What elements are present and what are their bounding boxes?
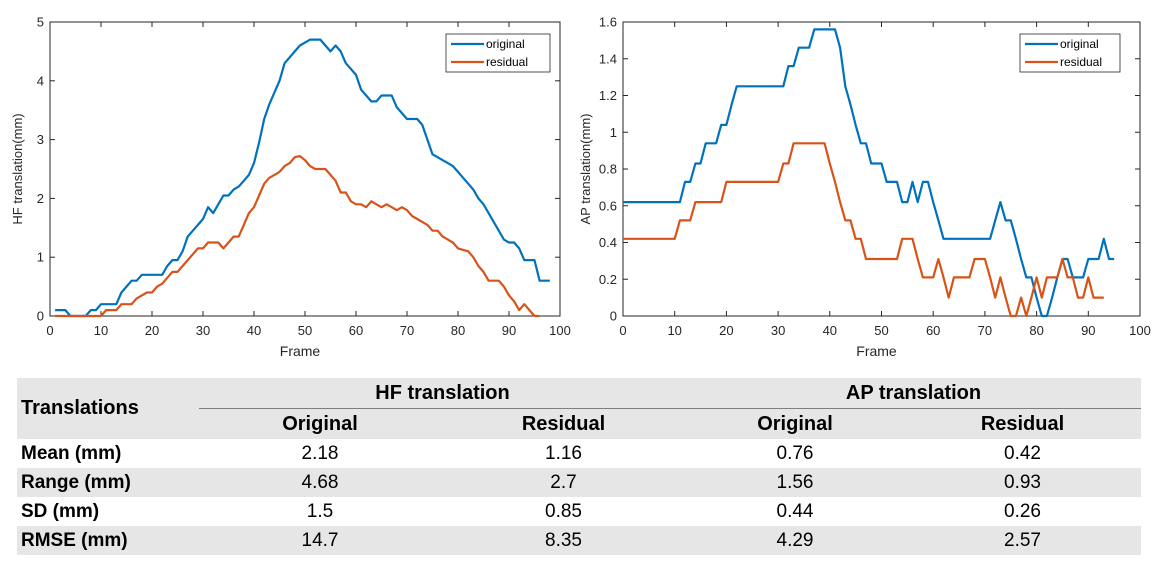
table-row: SD (mm) 1.5 0.85 0.44 0.26 [17, 497, 1141, 526]
group-header-ap: AP translation [686, 378, 1141, 409]
table-cell: 0.26 [1004, 500, 1041, 522]
y-tick-label: 0.4 [599, 235, 617, 250]
y-tick-label: 0.6 [599, 198, 617, 213]
col-header-ap-original: Original [686, 408, 904, 439]
table-row: RMSE (mm) 14.7 8.35 4.29 2.57 [17, 526, 1141, 555]
table-cell: 0.44 [776, 500, 814, 522]
table-cell: 2.7 [441, 468, 686, 497]
x-tick-label: 60 [349, 323, 363, 338]
table-cell: 0.42 [1004, 442, 1041, 464]
col-header-hf-original: Original [199, 408, 441, 439]
legend-box [1019, 33, 1121, 73]
series-line-residual [55, 155, 540, 318]
series-line-original [623, 28, 1115, 318]
x-tick-label: 10 [667, 323, 681, 338]
y-tick-label: 0.8 [599, 162, 617, 177]
y-tick-label: 1.6 [599, 15, 617, 30]
y-axis-label: HF translation(mm) [10, 113, 25, 224]
table-cell: 0.76 [776, 442, 814, 464]
x-tick-label: 60 [926, 323, 940, 338]
table-cell: 1.16 [545, 442, 582, 464]
col-header-ap-residual: Residual [904, 408, 1141, 439]
legend-label-residual: residual [486, 55, 528, 69]
y-tick-label: 2 [37, 191, 44, 206]
x-tick-label: 40 [247, 323, 261, 338]
y-tick-label: 1 [37, 250, 44, 265]
row-label-mean: Mean (mm) [21, 442, 122, 464]
x-tick-label: 50 [874, 323, 888, 338]
y-tick-label: 5 [37, 15, 44, 30]
x-tick-label: 70 [978, 323, 992, 338]
table-cell: 14.7 [199, 526, 441, 555]
table-cell: 0.93 [904, 468, 1141, 497]
table-cell: 0.85 [545, 500, 582, 522]
col-header-hf-residual: Residual [441, 408, 686, 439]
x-tick-label: 0 [619, 323, 626, 338]
table-corner-label: Translations [17, 378, 199, 439]
x-tick-label: 20 [145, 323, 159, 338]
y-tick-label: 0.2 [599, 272, 617, 287]
x-tick-label: 100 [1129, 323, 1151, 338]
x-tick-label: 40 [823, 323, 837, 338]
row-label-rmse: RMSE (mm) [17, 526, 199, 555]
x-tick-label: 80 [451, 323, 465, 338]
x-tick-label: 0 [46, 323, 53, 338]
table-cell: 2.18 [301, 442, 339, 464]
table-row: Mean (mm) 2.18 1.16 0.76 0.42 [17, 439, 1141, 468]
x-tick-label: 80 [1029, 323, 1043, 338]
y-tick-label: 3 [37, 132, 44, 147]
y-tick-label: 1.4 [599, 51, 617, 66]
y-tick-label: 0 [610, 309, 617, 324]
y-tick-label: 1.2 [599, 88, 617, 103]
y-tick-label: 0 [37, 309, 44, 324]
x-axis-label: Frame [280, 343, 321, 359]
x-tick-label: 70 [400, 323, 414, 338]
x-tick-label: 90 [502, 323, 516, 338]
series-line-residual [623, 142, 1104, 318]
table-cell: 1.56 [686, 468, 904, 497]
group-header-hf: HF translation [199, 378, 686, 409]
x-tick-label: 50 [298, 323, 312, 338]
ap-translation-chart: 0 10 20 30 40 50 60 70 80 90 100 0 0.2 0.4 0.6 0.8 1 1.2 1… [578, 15, 1151, 360]
y-axis-label: AP translation(mm) [578, 113, 593, 224]
legend-label-original: original [1060, 37, 1099, 51]
row-label-range: Range (mm) [17, 468, 199, 497]
y-tick-label: 1 [610, 125, 617, 140]
table-row: Range (mm) 4.68 2.7 1.56 0.93 [17, 468, 1141, 497]
legend-label-original: original [486, 37, 525, 51]
y-tick-label: 4 [37, 73, 44, 88]
row-label-sd: SD (mm) [21, 500, 100, 522]
x-tick-label: 20 [719, 323, 733, 338]
legend-box [445, 33, 551, 73]
legend-label-residual: residual [1060, 55, 1102, 69]
x-tick-label: 100 [549, 323, 571, 338]
x-tick-label: 10 [94, 323, 108, 338]
series-line-original [55, 38, 550, 318]
x-tick-label: 90 [1081, 323, 1095, 338]
table-cell: 4.29 [686, 526, 904, 555]
table-cell: 4.68 [199, 468, 441, 497]
x-tick-label: 30 [771, 323, 785, 338]
x-axis-label: Frame [856, 343, 897, 359]
x-tick-label: 30 [196, 323, 210, 338]
table-cell: 8.35 [441, 526, 686, 555]
hf-translation-chart: 0 10 20 30 40 50 60 70 80 90 100 0 1 2 3 4 5 Frame HF tran… [10, 15, 571, 360]
table-cell: 2.57 [904, 526, 1141, 555]
table-cell: 1.5 [306, 500, 334, 522]
statistics-table: Translations HF translation AP translati… [17, 378, 1141, 555]
